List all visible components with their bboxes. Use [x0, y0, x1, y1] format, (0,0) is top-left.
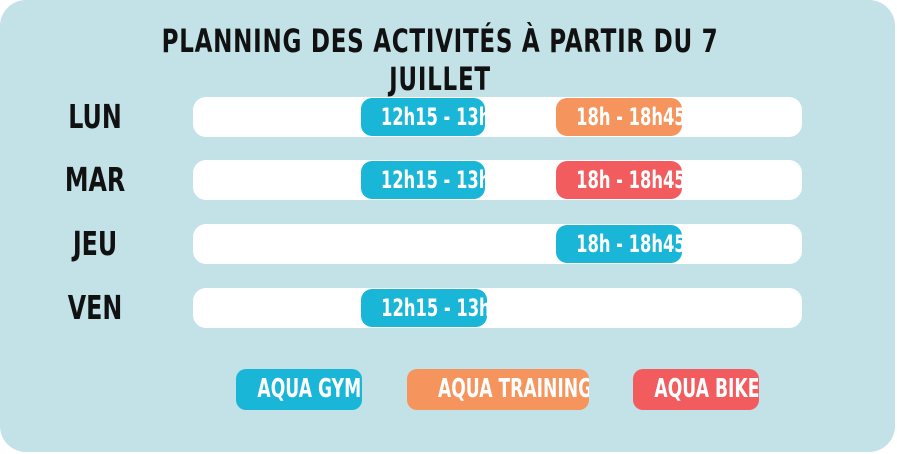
slot-time: 12h15 - 13h — [380, 166, 485, 194]
timeline-track — [193, 224, 802, 264]
day-label: LUN — [68, 97, 122, 136]
legend-label: AQUA TRAINING — [437, 374, 589, 404]
timeline-track — [193, 97, 802, 137]
slot-aqua-gym: 18h - 18h45 — [556, 225, 682, 263]
slot-aqua-gym: 12h15 - 13h — [361, 98, 485, 136]
legend-aqua-gym: AQUA GYM — [236, 369, 362, 410]
day-row-ven: VEN 12h15 - 13h — [0, 287, 895, 329]
page-title: PLANNING DES ACTIVITÉS À PARTIR DU 7 JUI… — [161, 22, 719, 98]
legend-label: AQUA GYM — [257, 374, 362, 404]
timeline-track — [193, 160, 802, 200]
day-row-lun: LUN 12h15 - 13h 18h - 18h45 — [0, 96, 895, 138]
slot-time: 12h15 - 13h — [380, 103, 485, 131]
day-label: JEU — [72, 224, 118, 263]
slot-time: 12h15 - 13h — [381, 294, 487, 322]
legend-label: AQUA BIKE — [654, 374, 759, 404]
slot-time: 18h - 18h45 — [576, 166, 682, 194]
slot-aqua-training: 18h - 18h45 — [556, 98, 682, 136]
legend-aqua-training: AQUA TRAINING — [407, 369, 589, 410]
day-row-jeu: JEU 18h - 18h45 — [0, 223, 895, 265]
legend-aqua-bike: AQUA BIKE — [633, 369, 759, 410]
day-label: MAR — [64, 160, 126, 199]
slot-aqua-gym: 12h15 - 13h — [361, 289, 487, 327]
slot-aqua-bike: 18h - 18h45 — [556, 161, 682, 199]
day-row-mar: MAR 12h15 - 13h 18h - 18h45 — [0, 159, 895, 201]
slot-time: 18h - 18h45 — [576, 230, 682, 258]
day-label: VEN — [67, 288, 123, 327]
slot-aqua-gym: 12h15 - 13h — [361, 161, 485, 199]
timeline-track — [193, 288, 802, 328]
slot-time: 18h - 18h45 — [576, 103, 682, 131]
